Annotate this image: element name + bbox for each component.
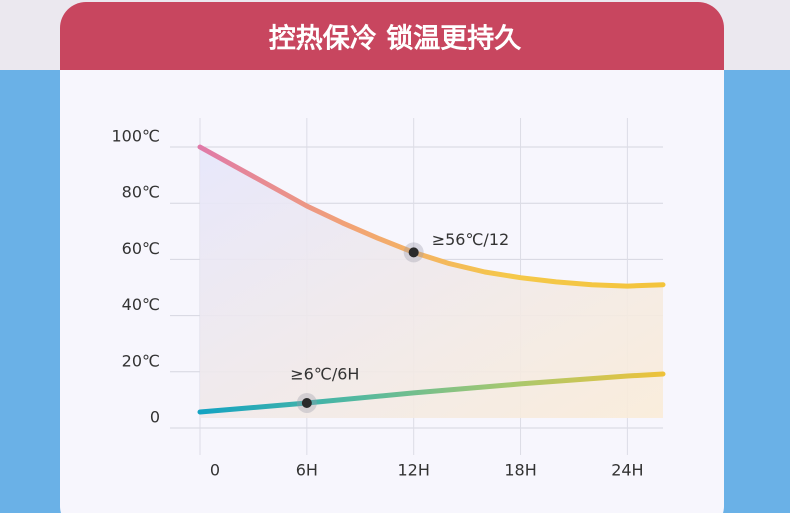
header-band — [60, 2, 724, 70]
y-tick-label: 100℃ — [111, 127, 160, 146]
chart-title: 控热保冷 锁温更持久 — [269, 23, 521, 55]
annotation: ≥6℃/6H — [290, 364, 359, 383]
x-tick-label: 24H — [611, 461, 643, 480]
y-tick-label: 40℃ — [122, 295, 160, 314]
y-tick-label: 80℃ — [122, 183, 160, 202]
x-tick-label: 6H — [296, 461, 318, 480]
marker — [301, 397, 312, 408]
y-tick-label: 20℃ — [122, 351, 160, 370]
annotation: ≥56℃/12 — [432, 230, 509, 249]
y-tick-label: 60℃ — [122, 239, 160, 258]
area — [200, 147, 663, 418]
line — [197, 144, 666, 289]
x-tick-label: 12H — [397, 461, 429, 480]
x-tick-label: 18H — [504, 461, 536, 480]
y-tick-label: 0 — [150, 408, 160, 427]
plot: 0 20℃ 40℃ 60℃ 80℃ 100℃ 0 6H 12H 18H 24H ≥56℃/12 ≥6℃/… — [111, 118, 666, 480]
x-tick-label: 0 — [210, 461, 220, 480]
marker — [408, 247, 419, 258]
line — [197, 371, 666, 415]
